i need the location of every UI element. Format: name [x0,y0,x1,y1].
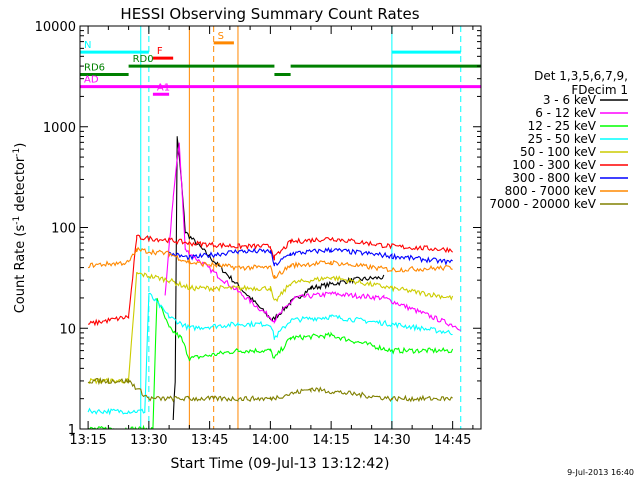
x-tick-label-4: 14:15 [312,433,349,448]
series-line-6 [168,246,453,267]
x-tick-label-6: 14:45 [434,433,471,448]
flag-label-0: N [84,40,91,51]
flag-label-5: AD [84,75,99,86]
legend-label-2: 12 - 25 keV [528,119,597,133]
x-axis-label: Start Time (09-Jul-13 13:12:42) [170,456,389,472]
x-axis: 13:15 13:30 13:45 14:00 14:15 14:30 14:45 [69,26,474,448]
legend-label-0: 3 - 6 keV [543,93,597,107]
legend-label-7: 800 - 7000 keV [505,184,597,198]
chart-title: HESSI Observing Summary Count Rates [120,5,419,23]
y-tick-label-3: 1000 [43,121,76,136]
y-axis: 1 10 100 1000 10000 [35,20,481,438]
series-line-4 [87,271,454,385]
y-tick-label-2: 100 [51,222,76,237]
x-tick-label-3: 14:00 [252,433,289,448]
flag-label-6: A1 [157,82,170,93]
flag-label-3: RD0 [133,54,154,65]
y-axis-label: Count Rate (s-1 detector-1) [12,143,28,314]
series-line-7 [87,246,453,280]
y-tick-label-4: 10000 [35,20,76,35]
legend-label-3: 25 - 50 keV [528,132,597,146]
flag-label-4: RD6 [84,63,105,74]
y-tick-label-1: 10 [59,322,76,337]
legend-label-8: 7000 - 20000 keV [489,197,596,211]
series-line-3 [87,292,453,416]
legend-label-4: 50 - 100 keV [520,145,597,159]
flag-label-1: S [218,31,224,42]
legend-label-6: 300 - 800 keV [512,171,596,185]
y-tick-label-0: 1 [68,423,76,438]
legend-title-1: Det 1,3,5,6,7,9, [534,69,628,83]
x-tick-label-5: 14:30 [373,433,410,448]
x-tick-label-1: 13:30 [130,433,167,448]
legend-label-1: 6 - 12 keV [535,106,597,120]
series-line-8 [87,376,453,403]
footer-timestamp: 9-Jul-2013 16:40 [567,468,634,477]
series-line-2 [87,297,454,429]
legend-label-5: 100 - 300 keV [512,158,596,172]
x-tick-label-0: 13:15 [69,433,106,448]
series-line-5 [87,234,454,327]
legend-title-2: FDecim 1 [571,83,628,97]
flag-label-2: F [157,46,163,57]
series-line-1 [164,142,461,331]
x-tick-label-2: 13:45 [191,433,228,448]
